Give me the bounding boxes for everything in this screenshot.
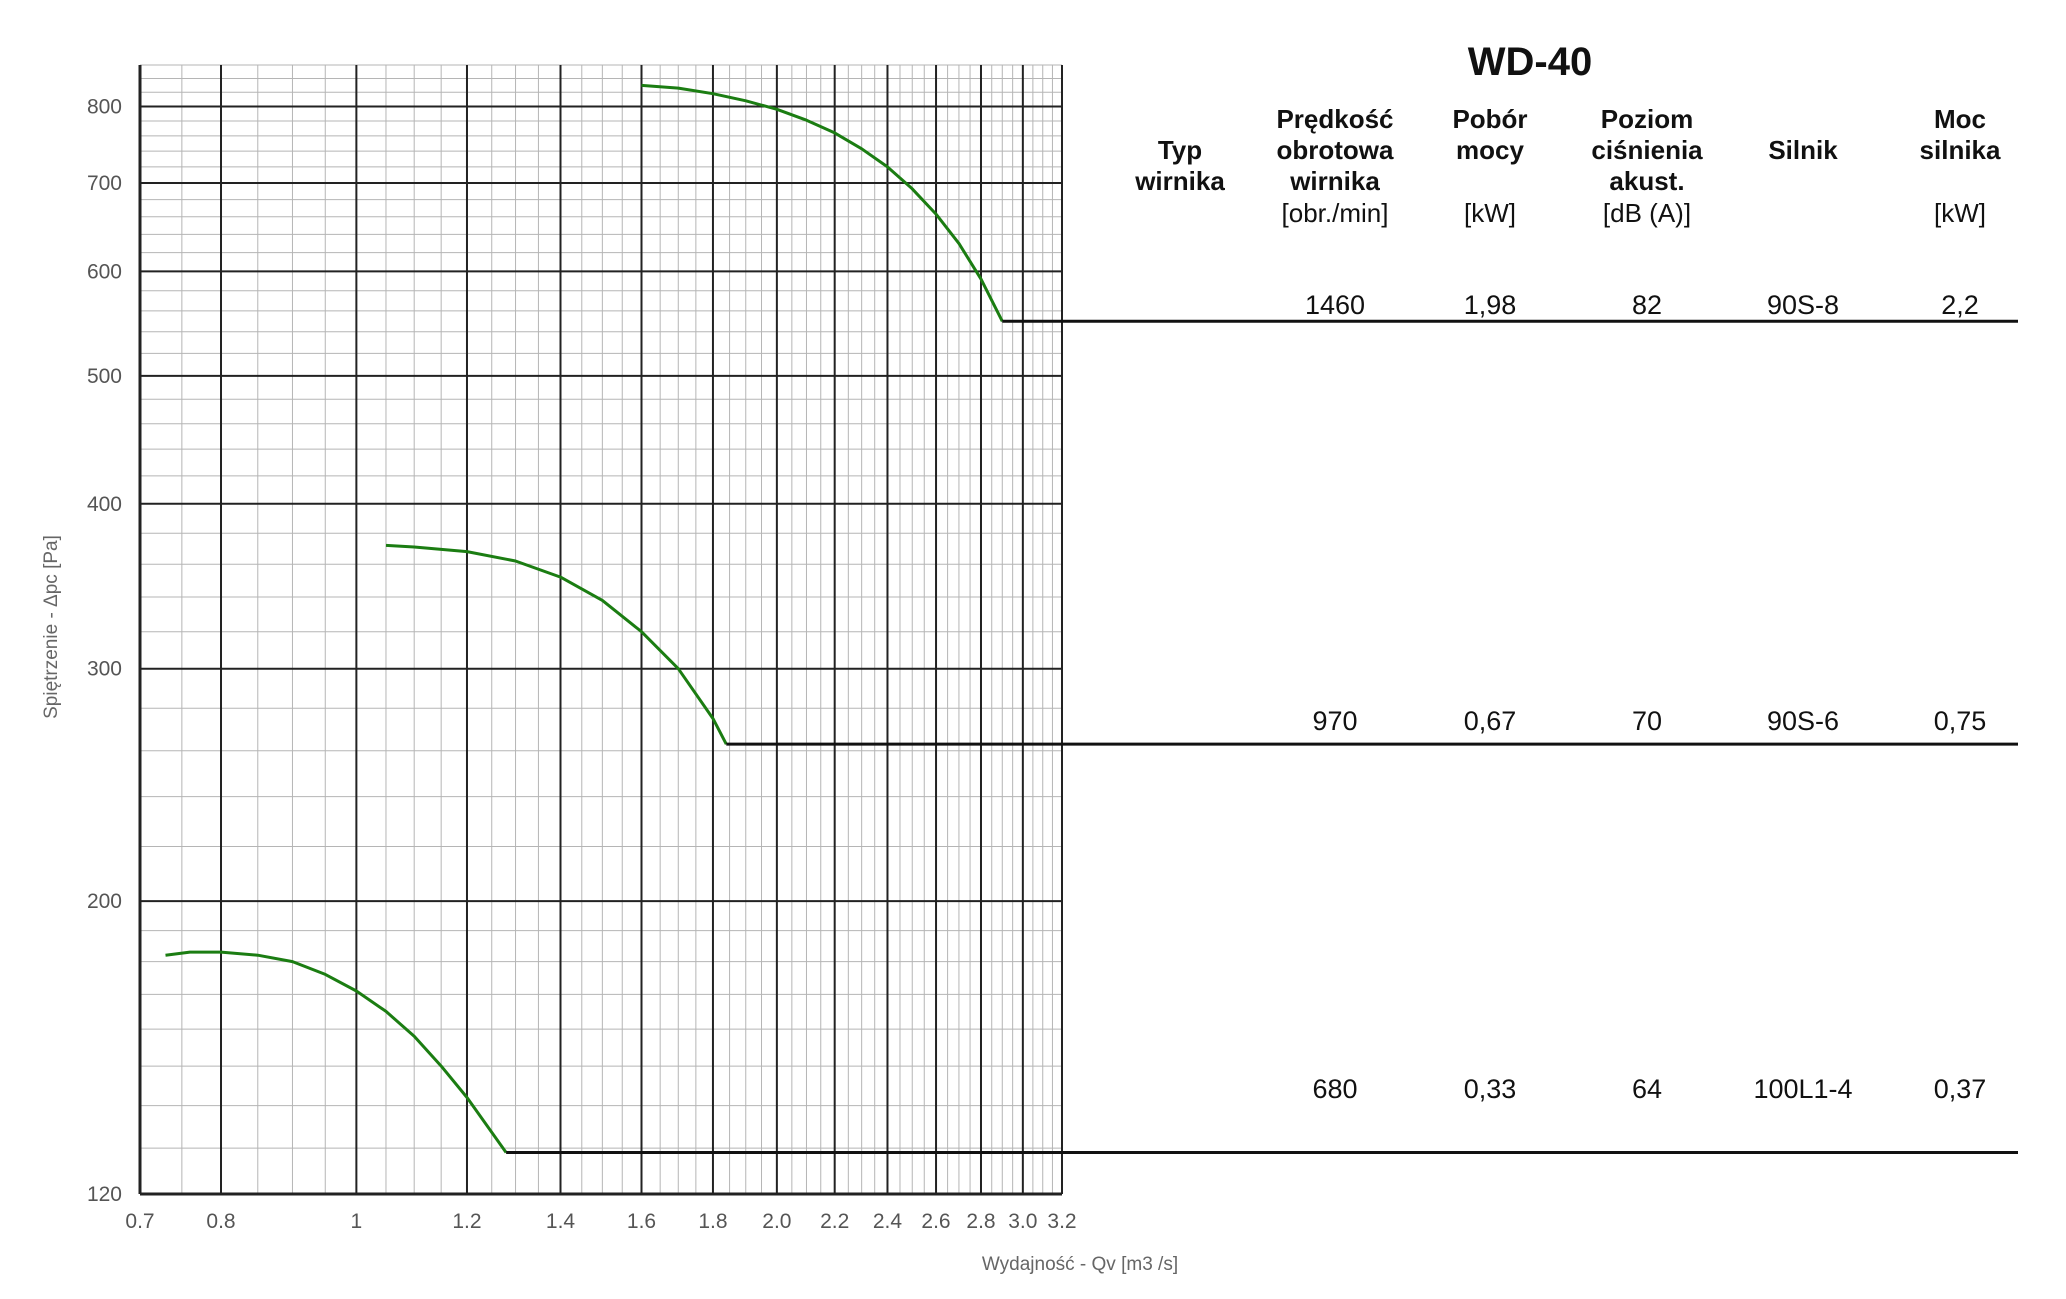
x-tick-label: 3.2	[1047, 1210, 1076, 1233]
table-header-text: Prędkość	[1276, 104, 1394, 134]
fan-curves	[165, 83, 1004, 1154]
x-tick-label: 1.2	[452, 1210, 481, 1233]
table-cell: 0,33	[1463, 1074, 1517, 1104]
table-header-col-6: Moc silnika	[1870, 104, 2050, 166]
chart-title: WD-40	[1467, 40, 1593, 84]
fan-curve-2	[385, 543, 728, 745]
y-tick-label: 200	[87, 890, 122, 913]
y-tick-label: 600	[87, 260, 122, 283]
fan-curve-1	[641, 83, 1004, 322]
table-header-col-5: Silnik	[1713, 135, 1893, 166]
x-tick-label: 0.7	[125, 1210, 154, 1233]
table-header-text: ciśnienia	[1591, 135, 1703, 165]
table-header-col-1: Typ wirnika	[1090, 135, 1270, 197]
table-cell: 0,67	[1463, 706, 1517, 736]
table-cell: 0,75	[1933, 706, 1987, 736]
x-tick-label: 2.2	[820, 1210, 849, 1233]
y-tick-label: 500	[87, 365, 122, 388]
table-cell: 90S-6	[1766, 706, 1840, 736]
y-tick-label: 800	[87, 95, 122, 118]
operating-level-lines	[506, 319, 2018, 1155]
table-cell: 970	[1312, 706, 1358, 736]
x-tick-label: 2.6	[921, 1210, 950, 1233]
table-header-col-3: Pobór mocy	[1400, 104, 1580, 166]
table-cell: 64	[1631, 1074, 1663, 1104]
table-cell: 1,98	[1463, 290, 1517, 320]
table-header-text: Typ	[1157, 135, 1203, 165]
table-cell: 100L1-4	[1753, 1074, 1853, 1104]
y-tick-label: 120	[87, 1183, 122, 1206]
y-tick-label: 300	[87, 658, 122, 681]
x-tick-label: 1.8	[698, 1210, 727, 1233]
table-header-unit: [kW]	[1934, 198, 1986, 228]
x-tick-label: 2.0	[762, 1210, 791, 1233]
table-cell: 70	[1631, 706, 1663, 736]
table-header-unit: [dB (A)]	[1602, 198, 1692, 228]
table-header-text: Silnik	[1768, 135, 1838, 165]
table-cell: 0,37	[1933, 1074, 1987, 1104]
table-header-text: wirnika	[1290, 166, 1380, 196]
table-cell: 90S-8	[1766, 290, 1840, 320]
y-tick-label: 400	[87, 493, 122, 516]
x-tick-label: 0.8	[206, 1210, 235, 1233]
axes	[138, 65, 1063, 1196]
x-axis-label: Wydajność - Qv [m3 /s]	[981, 1254, 1179, 1275]
table-header-unit: [kW]	[1464, 198, 1516, 228]
y-tick-label: 700	[87, 172, 122, 195]
table-header-text: Moc	[1934, 104, 1986, 134]
table-cell: 1460	[1304, 290, 1366, 320]
x-tick-label: 3.0	[1008, 1210, 1037, 1233]
table-cell: 680	[1312, 1074, 1358, 1104]
table-header-text: mocy	[1456, 135, 1524, 165]
table-header-text: silnika	[1919, 135, 2001, 165]
x-tick-label: 2.4	[873, 1210, 903, 1233]
table-header-text: obrotowa	[1276, 135, 1394, 165]
table-header-text: Poziom	[1600, 104, 1694, 134]
table-header-text: Pobór	[1452, 104, 1528, 134]
x-tick-label: 1	[351, 1210, 363, 1233]
tick-labels: 0.7 0.8 1 1.2 1.4 1.6 1.8 2.0 2.2 2.4 2.6 2.8 3.0 3.2…	[87, 95, 1077, 1233]
fan-curve-3	[165, 950, 508, 1154]
x-tick-label: 2.8	[966, 1210, 995, 1233]
table-header-text: wirnika	[1135, 166, 1225, 196]
y-axis-label: Spiętrzenie - Δpc [Pa]	[41, 535, 62, 719]
table-header-text: akust.	[1609, 166, 1685, 196]
table-header-unit: [obr./min]	[1281, 198, 1389, 228]
table-header-col-4: Poziom ciśnienia akust.	[1557, 104, 1737, 197]
table-cell: 82	[1631, 290, 1663, 320]
table-cell: 2,2	[1941, 290, 1979, 320]
x-tick-label: 1.6	[627, 1210, 656, 1233]
grid-minor	[139, 64, 1063, 1195]
x-tick-label: 1.4	[546, 1210, 576, 1233]
table-header-col-2: Prędkość obrotowa wirnika	[1245, 104, 1425, 197]
